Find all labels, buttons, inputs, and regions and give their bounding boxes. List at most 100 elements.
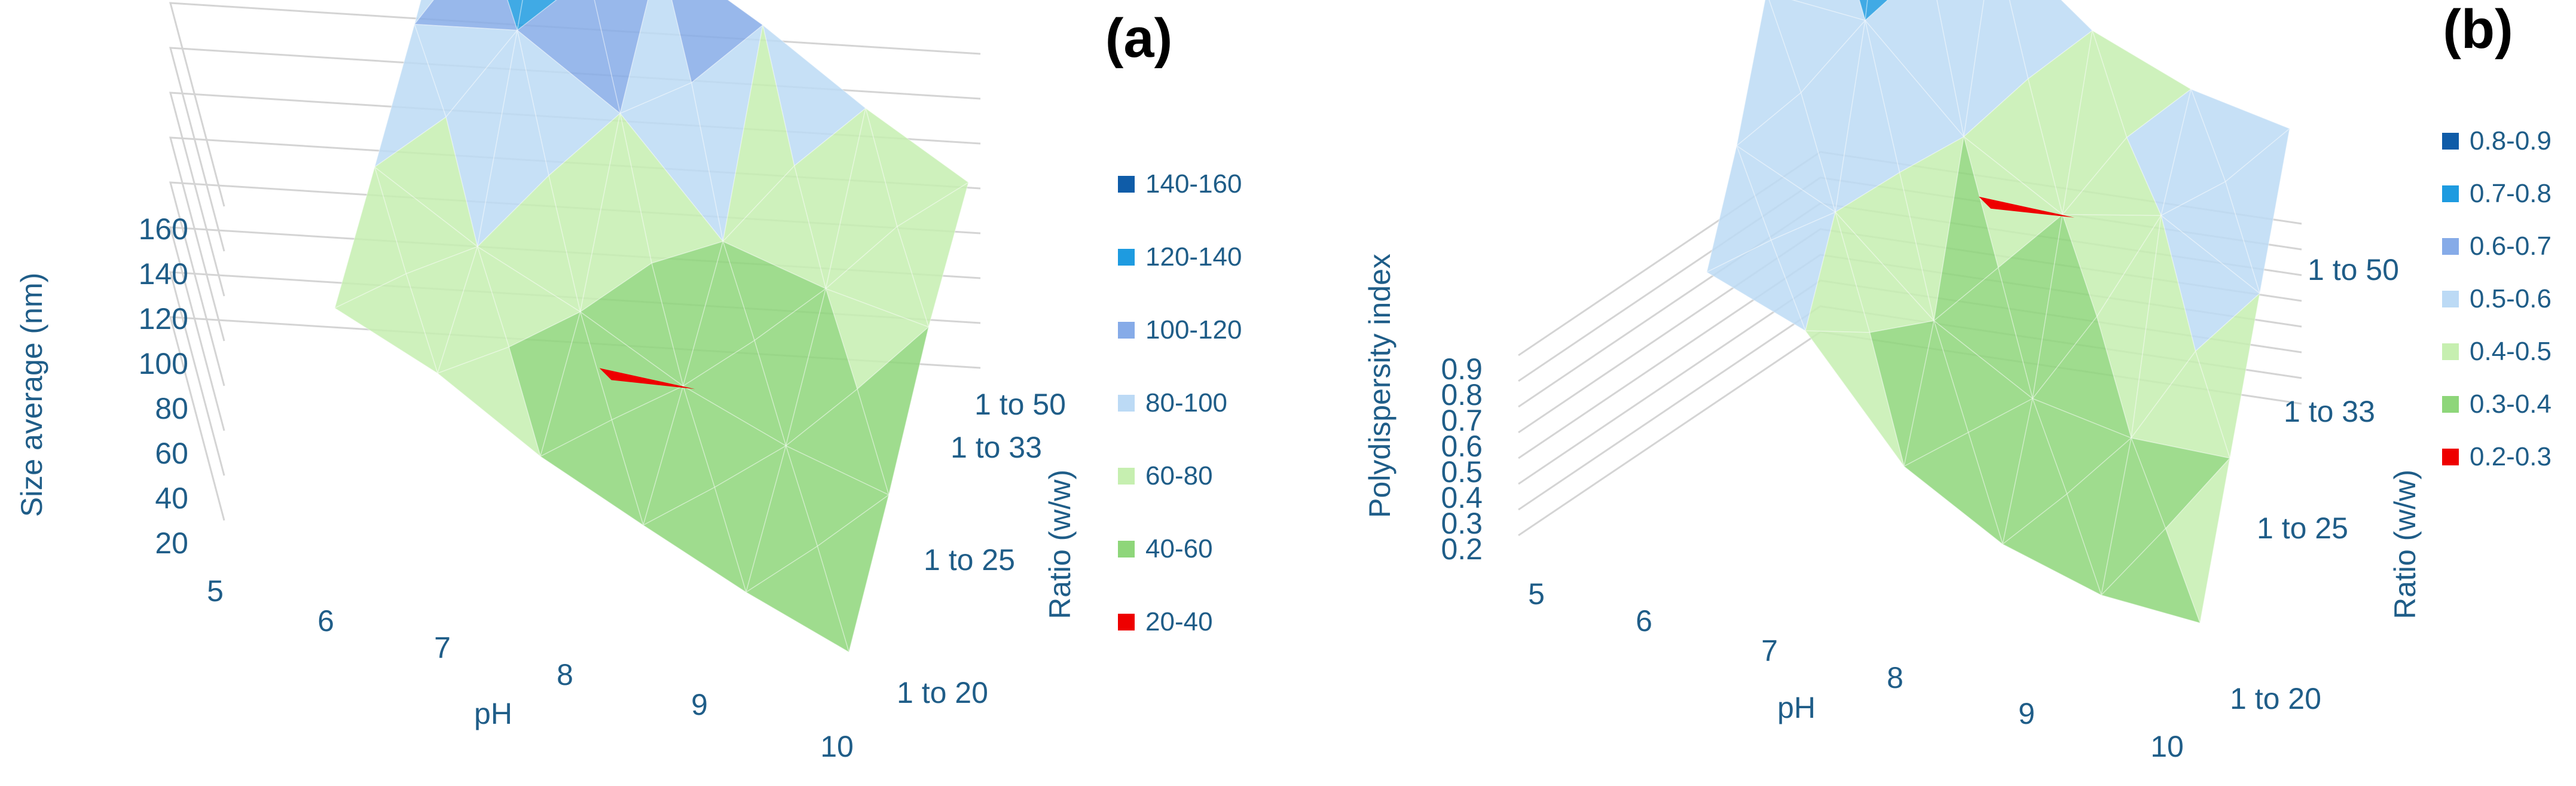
legend-swatch (1118, 176, 1135, 193)
z-tick-label: 0.7 (1441, 404, 1483, 437)
z-tick-label: 0.4 (1441, 481, 1483, 514)
x-axis-title: pH (1777, 691, 1816, 724)
surface-facet (896, 181, 970, 329)
surface-facet (1865, 0, 1889, 22)
legend-swatch (1118, 541, 1135, 557)
surface (334, 0, 970, 654)
y-tick-label: 1 to 20 (897, 676, 988, 709)
legend-label: 20-40 (1145, 607, 1213, 636)
z-tick-label: 0.9 (1441, 352, 1483, 386)
y-tick-label: 1 to 20 (2230, 682, 2321, 715)
panel-a: 20 40 60 80 100 120 140 160 5 6 7 8 9 10 1 to 20 1 to 2… (15, 0, 1242, 763)
surface-facet (2131, 215, 2196, 438)
surface-facet (785, 287, 858, 447)
legend-label: 0.5-0.6 (2470, 284, 2551, 313)
legend-swatch (2442, 291, 2459, 307)
surface-facet (817, 493, 890, 654)
surface-facet (507, 0, 524, 31)
y-tick-label: 1 to 33 (951, 431, 1042, 464)
surface-facet (334, 273, 439, 374)
z-tick-label: 80 (155, 392, 188, 425)
x-tick-label: 6 (1636, 604, 1652, 638)
surface-facet (334, 165, 407, 309)
surface-facet (414, 0, 435, 25)
legend-swatch (1118, 614, 1135, 630)
legend-swatch (1118, 395, 1135, 412)
legend-label: 0.7-0.8 (2470, 179, 2551, 208)
surface-facet (745, 545, 850, 653)
surface-facet (548, 112, 621, 312)
legend-label: 140-160 (1145, 169, 1242, 199)
legend: 0.8-0.9 0.7-0.8 0.6-0.7 0.5-0.6 0.4-0.5 0.3-0… (2442, 126, 2551, 471)
surface-facet (2100, 436, 2166, 597)
x-tick-label: 5 (1528, 577, 1545, 611)
surface (1706, 0, 2291, 625)
low-value-marker (599, 368, 695, 389)
legend-label: 0.4-0.5 (2470, 337, 2551, 366)
surface-facet (2100, 528, 2201, 624)
surface-facet (1804, 330, 1905, 467)
surface-facet (517, 0, 621, 115)
z-tick-label: 0.3 (1441, 507, 1483, 540)
surface-facet (2061, 136, 2162, 217)
legend-label: 120-140 (1145, 242, 1242, 272)
legend-swatch (2442, 396, 2459, 413)
z-axis-title: Size average (nm) (15, 273, 48, 517)
x-tick-label: 10 (2150, 730, 2184, 763)
surface-facet (1903, 431, 2004, 546)
y-axis-title: Ratio (w/w) (1043, 470, 1077, 619)
y-tick-label: 1 to 50 (2308, 253, 2399, 287)
legend-label: 0.2-0.3 (2470, 442, 2551, 471)
legend: 140-160 120-140 100-120 80-100 60-80 40-60 20-… (1118, 169, 1242, 636)
legend-swatch (2442, 185, 2459, 202)
legend-label: 0.3-0.4 (2470, 389, 2551, 419)
z-tick-label: 0.6 (1441, 429, 1483, 463)
z-tick-label: 140 (139, 257, 188, 291)
x-tick-label: 9 (691, 688, 708, 721)
legend-label: 60-80 (1145, 461, 1213, 491)
z-axis-title: Polydispersity index (1363, 254, 1397, 518)
surface-facet (642, 486, 747, 593)
x-tick-label: 6 (317, 604, 334, 638)
z-tick-label: 160 (139, 212, 188, 246)
surface-facet (1706, 144, 1772, 273)
legend-label: 40-60 (1145, 534, 1213, 563)
x-tick-label: 9 (2018, 697, 2035, 730)
legend-label: 100-120 (1145, 315, 1242, 345)
z-tick-label: 120 (139, 302, 188, 336)
x-tick-label: 7 (434, 631, 451, 665)
low-value-marker (1979, 196, 2074, 218)
y-tick-label: 1 to 25 (924, 543, 1015, 577)
surface-facet (682, 240, 755, 388)
legend-swatch (2442, 343, 2459, 360)
surface-facet (1859, 0, 1868, 21)
legend-swatch (1118, 249, 1135, 266)
y-axis-title: Ratio (w/w) (2388, 470, 2422, 619)
surface-facet (1706, 239, 1807, 332)
surface-facet (436, 346, 542, 458)
x-tick-label: 5 (207, 574, 224, 608)
legend-label: 0.8-0.9 (2470, 126, 2551, 156)
surface-facet (1770, 211, 1836, 333)
x-tick-label: 8 (557, 658, 573, 691)
z-tick-label: 0.5 (1441, 455, 1483, 489)
z-tick-label: 100 (139, 347, 188, 380)
z-tick-label: 0.8 (1441, 378, 1483, 412)
gridlines (169, 2, 981, 521)
surface-facet (2001, 493, 2103, 596)
x-axis-title: pH (474, 697, 512, 730)
panel-b: 0.20.30.40.50.60.70.80.9 5 6 7 8 9 10 1 to 20 1 … (1363, 0, 2551, 763)
y-tick-label: 1 to 25 (2257, 511, 2348, 545)
y-tick-label: 1 to 50 (974, 388, 1066, 421)
surface-facet (1967, 397, 2034, 544)
legend-swatch (1118, 322, 1135, 339)
x-tick-label: 10 (820, 730, 854, 763)
legend-swatch (2442, 133, 2459, 150)
panel-label: (a) (1105, 8, 1172, 69)
legend-label: 80-100 (1145, 388, 1227, 418)
surface-facet (476, 175, 581, 313)
legend-swatch (2442, 449, 2459, 465)
x-tick-label: 8 (1887, 661, 1903, 694)
surface-facet (2130, 350, 2231, 459)
legend-swatch (1118, 468, 1135, 485)
